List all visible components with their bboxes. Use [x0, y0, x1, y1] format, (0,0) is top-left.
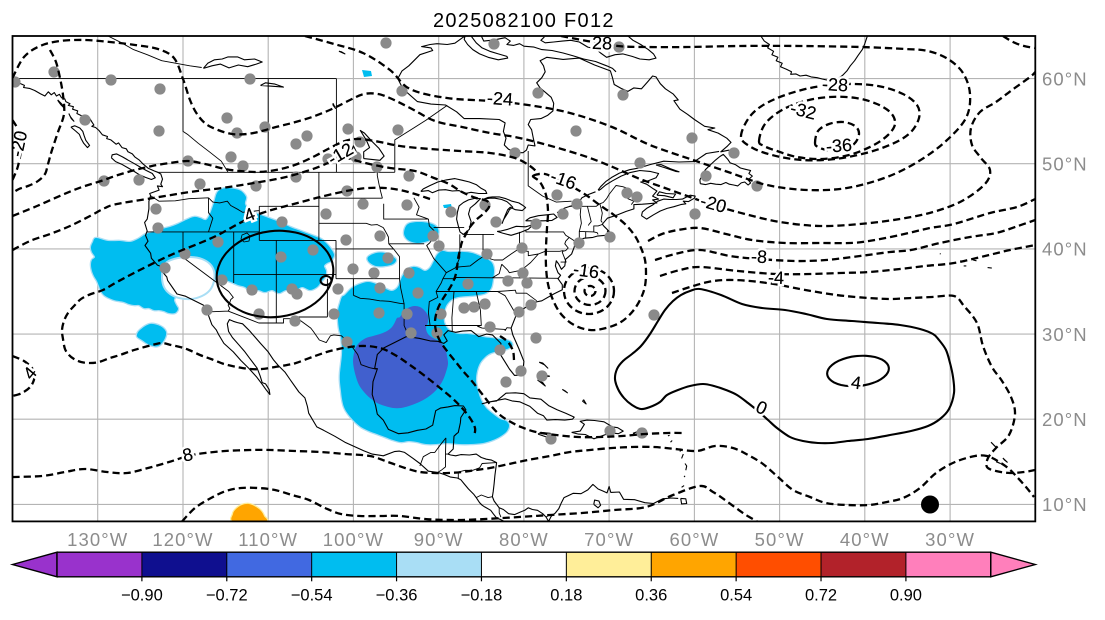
- svg-text:-8: -8: [751, 246, 768, 267]
- svg-text:0.90: 0.90: [890, 587, 922, 605]
- svg-text:30°W: 30°W: [925, 529, 975, 550]
- svg-text:100°W: 100°W: [323, 529, 384, 550]
- svg-text:28: 28: [592, 33, 613, 54]
- svg-text:−0.18: −0.18: [461, 587, 503, 605]
- svg-text:-16: -16: [572, 259, 601, 282]
- svg-text:130°W: 130°W: [67, 529, 128, 550]
- svg-text:-24: -24: [486, 88, 513, 110]
- svg-text:0.18: 0.18: [550, 587, 582, 605]
- svg-text:-4: -4: [768, 267, 785, 288]
- svg-text:0.72: 0.72: [805, 587, 837, 605]
- svg-text:-8: -8: [751, 246, 768, 267]
- svg-text:0.54: 0.54: [720, 587, 752, 605]
- svg-text:-4: -4: [768, 267, 785, 288]
- svg-text:80°W: 80°W: [499, 529, 549, 550]
- svg-text:120°W: 120°W: [152, 529, 213, 550]
- svg-text:−0.36: −0.36: [376, 587, 418, 605]
- svg-text:-36: -36: [825, 135, 852, 157]
- svg-text:-36: -36: [825, 135, 852, 157]
- svg-text:2025082100 F012: 2025082100 F012: [433, 10, 615, 32]
- svg-text:90°W: 90°W: [414, 529, 464, 550]
- svg-text:60°W: 60°W: [669, 529, 719, 550]
- svg-text:-28: -28: [822, 74, 849, 95]
- svg-text:50°W: 50°W: [755, 529, 805, 550]
- svg-text:20°N: 20°N: [1042, 409, 1088, 430]
- svg-text:8: 8: [180, 444, 195, 466]
- svg-text:10°N: 10°N: [1042, 494, 1088, 515]
- svg-text:28: 28: [592, 33, 613, 54]
- svg-text:30°N: 30°N: [1042, 324, 1088, 345]
- svg-text:110°W: 110°W: [238, 529, 298, 550]
- svg-text:-24: -24: [486, 88, 513, 110]
- svg-text:−0.90: −0.90: [121, 587, 163, 605]
- svg-text:0.36: 0.36: [635, 587, 667, 605]
- svg-text:−0.54: −0.54: [291, 587, 333, 605]
- svg-text:-20: -20: [6, 129, 31, 159]
- svg-text:40°N: 40°N: [1042, 239, 1088, 260]
- svg-text:4: 4: [850, 372, 863, 393]
- svg-text:40°W: 40°W: [840, 529, 890, 550]
- svg-text:-28: -28: [822, 74, 849, 95]
- svg-text:50°N: 50°N: [1042, 153, 1088, 174]
- svg-text:60°N: 60°N: [1042, 68, 1088, 89]
- svg-text:70°W: 70°W: [584, 529, 634, 550]
- svg-text:−0.72: −0.72: [206, 587, 248, 605]
